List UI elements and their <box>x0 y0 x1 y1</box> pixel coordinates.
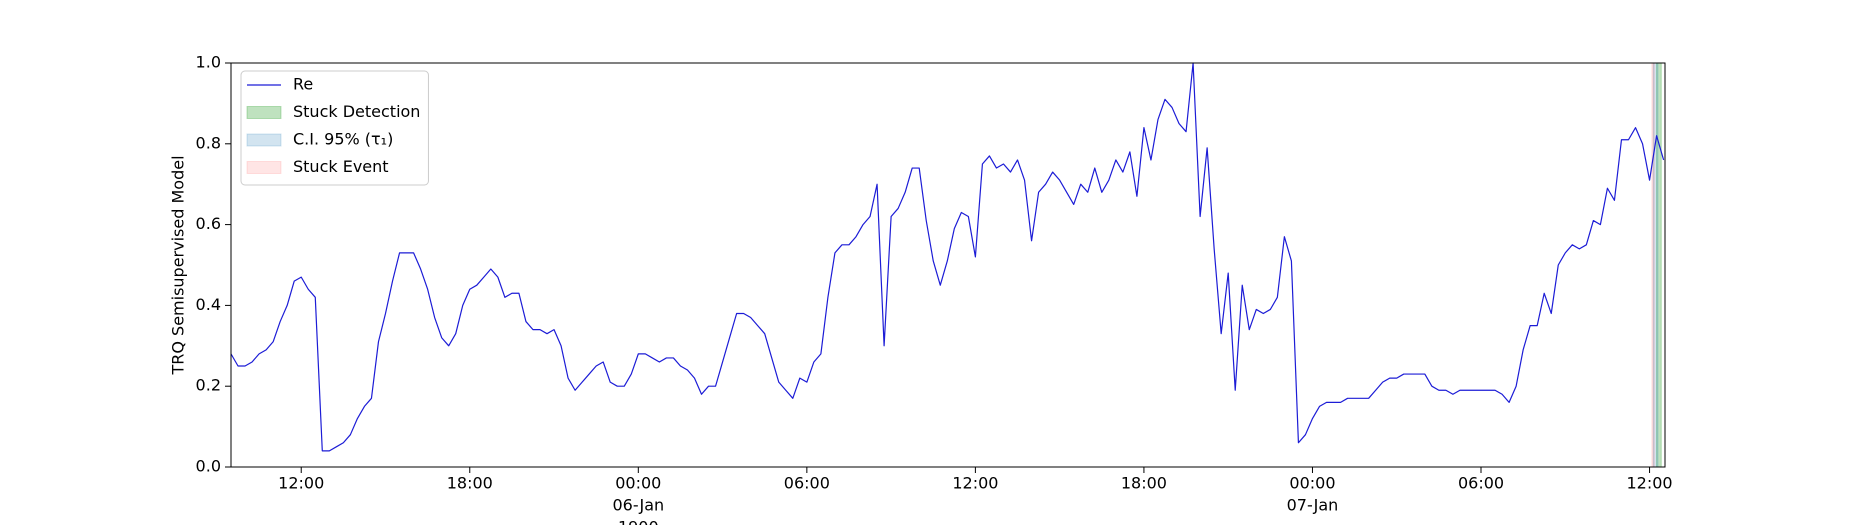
x-tick-label: 07-Jan <box>1287 496 1339 515</box>
y-tick-label: 0.4 <box>196 295 221 314</box>
x-tick-label: 00:00 <box>615 474 661 493</box>
x-tick-label: 06:00 <box>784 474 830 493</box>
legend-patch <box>246 161 282 174</box>
y-axis-label: TRQ Semisupervised Model <box>169 155 188 375</box>
x-tick-label: 06-Jan <box>612 496 664 515</box>
axes-frame <box>230 62 1666 468</box>
x-tick-label: 06:00 <box>1458 474 1504 493</box>
legend-patch <box>246 133 282 147</box>
legend-label: Re <box>293 75 313 94</box>
x-tick-label: 18:00 <box>447 474 493 493</box>
legend-label: C.I. 95% (τ₁) <box>293 130 393 149</box>
legend-box <box>240 70 429 186</box>
y-tick-label: 0.8 <box>196 133 221 152</box>
x-tick-label: 18:00 <box>1121 474 1167 493</box>
x-tick-label: 1900 <box>618 518 659 525</box>
x-tick-label: 12:00 <box>1626 474 1672 493</box>
data-line <box>230 62 1665 452</box>
legend-label: Stuck Detection <box>293 102 420 121</box>
legend-label: Stuck Event <box>293 157 389 176</box>
span-region <box>1651 62 1655 468</box>
y-tick-label: 0.6 <box>196 214 221 233</box>
x-tick-label: 12:00 <box>952 474 998 493</box>
x-tick-label: 12:00 <box>278 474 324 493</box>
y-tick-label: 1.0 <box>196 53 221 72</box>
legend-patch <box>246 106 282 119</box>
y-tick-label: 0.0 <box>196 457 221 476</box>
y-tick-label: 0.2 <box>196 376 221 395</box>
legend: Re Stuck Detection C.I. 95% (τ₁) Stuck Even… <box>240 70 429 186</box>
x-tick-label: 00:00 <box>1289 474 1335 493</box>
